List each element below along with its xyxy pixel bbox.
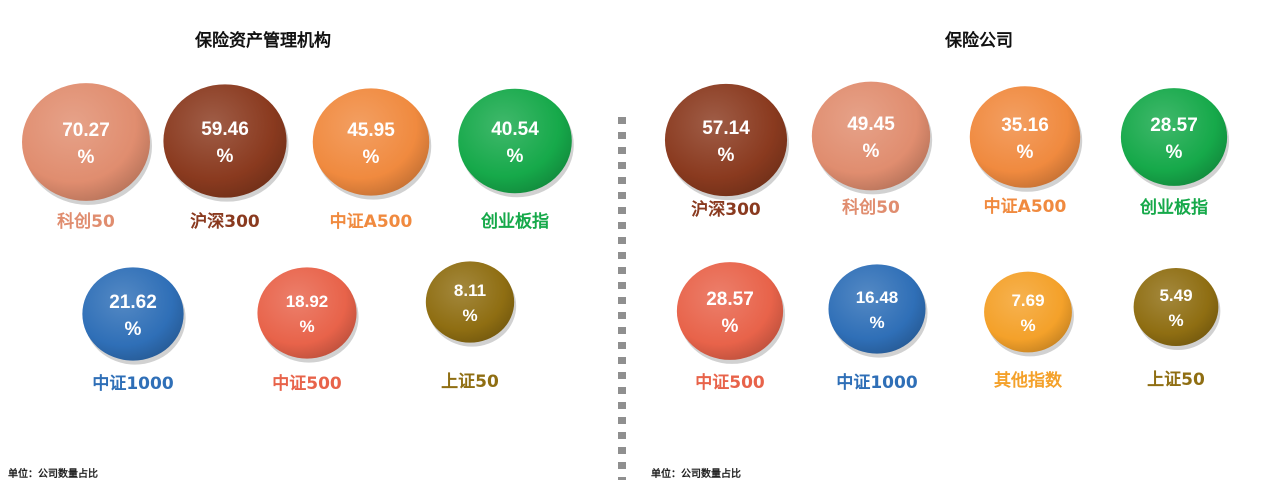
bubble-circle <box>425 261 515 343</box>
bubble-right-u521bu4e1au677fu6307: 28.57% 创业板指 <box>1120 88 1230 218</box>
bubble-circle <box>82 267 184 361</box>
bubble-circle <box>664 83 788 197</box>
bubble-percent-sign: % <box>462 306 477 325</box>
bubble-right-u79d1u521b50: 49.45% 科创50 <box>811 81 933 218</box>
bubble-percent-sign: % <box>78 147 95 168</box>
bubble-value-label: 28.57 <box>706 289 754 310</box>
bubble-left-u4e2du8bc1500: 18.92% 中证500 <box>257 267 359 394</box>
bubble-percent-sign: % <box>363 147 380 168</box>
bubble-category-label: 上证50 <box>1147 370 1205 390</box>
bubble-circle <box>828 264 926 354</box>
bubble-percent-sign: % <box>718 145 735 166</box>
bubble-right-u4e0au8bc150: 5.49% 上证50 <box>1133 268 1221 390</box>
bubble-category-label: 中证1000 <box>836 372 917 393</box>
bubble-left-u6caau6df1300: 59.46% 沪深300 <box>163 84 289 232</box>
bubble-percent-sign: % <box>217 146 234 167</box>
bubble-left-u521bu4e1au677fu6307: 40.54% 创业板指 <box>458 88 574 232</box>
bubble-value-label: 5.49 <box>1159 286 1192 305</box>
bubble-category-label: 中证A500 <box>330 211 413 232</box>
bubble-circle <box>1133 268 1219 346</box>
bubble-value-label: 18.92 <box>286 292 329 311</box>
right-panel-title: 保险公司 <box>945 31 1013 51</box>
bubble-value-label: 28.57 <box>1150 115 1198 136</box>
bubble-left-u4e2du8bc1a500: 45.95% 中证A500 <box>312 88 432 232</box>
bubble-value-label: 7.69 <box>1011 291 1044 310</box>
bubble-category-label: 科创50 <box>842 197 900 218</box>
bubble-percent-sign: % <box>1166 142 1183 163</box>
bubble-circle <box>22 83 150 201</box>
bubble-percent-sign: % <box>722 316 739 337</box>
bubble-left-u4e2du8bc11000: 21.62% 中证1000 <box>82 267 186 394</box>
bubble-circle <box>984 271 1072 353</box>
bubble-circle <box>811 81 931 191</box>
bubble-category-label: 中证1000 <box>92 373 173 394</box>
bubble-category-label: 创业板指 <box>1139 197 1208 218</box>
bubble-value-label: 35.16 <box>1001 115 1049 136</box>
bubble-category-label: 中证500 <box>272 373 342 394</box>
left-panel-title: 保险资产管理机构 <box>195 31 331 51</box>
bubble-category-label: 沪深300 <box>190 211 260 232</box>
bubble-value-label: 45.95 <box>347 120 395 141</box>
bubble-percent-sign: % <box>869 313 884 332</box>
bubble-category-label: 其他指数 <box>994 370 1063 391</box>
bubble-left-u4e0au8bc150: 8.11% 上证50 <box>425 261 517 392</box>
bubble-right-u4e2du8bc11000: 16.48% 中证1000 <box>828 264 928 393</box>
bubble-percent-sign: % <box>1017 142 1034 163</box>
bubble-value-label: 59.46 <box>201 119 249 140</box>
bubble-circle <box>676 262 784 360</box>
right-unit-note: 单位：公司数量占比 <box>651 469 741 480</box>
bubble-percent-sign: % <box>125 319 142 340</box>
bubble-left-u79d1u521b50: 70.27% 科创50 <box>22 83 152 232</box>
bubble-circle <box>312 88 430 196</box>
bubble-value-label: 57.14 <box>702 118 750 139</box>
bubble-percent-sign: % <box>299 317 314 336</box>
bubble-right-u4e2du8bc1a500: 35.16% 中证A500 <box>969 86 1083 217</box>
bubble-percent-sign: % <box>1168 311 1183 330</box>
bubble-percent-sign: % <box>1020 316 1035 335</box>
bubble-right-u6caau6df1300: 57.14% 沪深300 <box>664 83 790 220</box>
bubble-value-label: 49.45 <box>847 114 895 135</box>
bubble-category-label: 中证500 <box>695 372 765 393</box>
bubble-circle <box>1120 88 1228 186</box>
bubble-circle <box>163 84 287 198</box>
bubble-value-label: 16.48 <box>856 288 899 307</box>
bubble-percent-sign: % <box>507 146 524 167</box>
panel-divider <box>618 117 626 480</box>
bubble-category-label: 中证A500 <box>984 196 1067 217</box>
bubble-circle <box>458 88 572 194</box>
bubble-right-u4e2du8bc1500: 28.57% 中证500 <box>676 262 786 393</box>
bubble-category-label: 创业板指 <box>480 211 549 232</box>
bubble-category-label: 科创50 <box>57 211 115 232</box>
bubble-right-u5176u4ed6u6307u6570: 7.69% 其他指数 <box>984 271 1074 391</box>
bubble-value-label: 8.11 <box>454 281 486 300</box>
bubble-value-label: 40.54 <box>491 119 539 140</box>
left-unit-note: 单位：公司数量占比 <box>8 469 98 480</box>
bubble-percent-sign: % <box>863 141 880 162</box>
bubble-category-label: 上证50 <box>441 372 499 392</box>
bubble-value-label: 21.62 <box>109 292 157 313</box>
bubble-circle <box>969 86 1081 188</box>
bubble-category-label: 沪深300 <box>691 199 761 220</box>
bubble-value-label: 70.27 <box>62 120 110 141</box>
bubble-circle <box>257 267 357 359</box>
